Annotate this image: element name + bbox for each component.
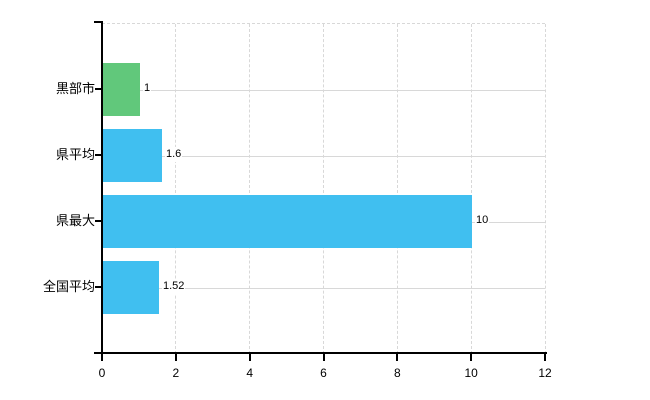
bar-value-label: 1.52 bbox=[162, 279, 186, 294]
category-label: 黒部市 bbox=[55, 81, 95, 96]
x-axis-tick bbox=[174, 354, 177, 361]
horizontal-gridline bbox=[102, 155, 545, 157]
x-axis-tick bbox=[322, 354, 325, 361]
horizontal-gridline bbox=[102, 89, 545, 91]
vertical-gridline bbox=[396, 24, 398, 354]
x-axis-tick bbox=[248, 354, 251, 361]
category-tick bbox=[95, 88, 102, 90]
category-label: 県最大 bbox=[55, 213, 95, 228]
vertical-gridline bbox=[544, 24, 546, 354]
bar-value-label: 10 bbox=[475, 213, 490, 228]
category-label: 県平均 bbox=[55, 147, 95, 162]
x-axis-tick-label: 12 bbox=[538, 366, 552, 380]
vertical-gridline bbox=[175, 24, 177, 354]
y-axis-top-tick bbox=[94, 21, 102, 23]
bar bbox=[103, 128, 162, 182]
bar bbox=[103, 260, 159, 314]
x-axis-line bbox=[94, 352, 547, 354]
vertical-gridline bbox=[249, 24, 251, 354]
category-label: 全国平均 bbox=[42, 279, 95, 294]
bar-value-label: 1 bbox=[143, 81, 152, 96]
x-axis-tick-label: 2 bbox=[172, 366, 180, 380]
category-tick bbox=[95, 154, 102, 156]
horizontal-gridline bbox=[102, 287, 545, 289]
bar bbox=[103, 62, 140, 116]
category-tick bbox=[95, 220, 102, 222]
x-axis-tick-label: 0 bbox=[98, 366, 106, 380]
vertical-gridline bbox=[470, 24, 472, 354]
x-axis-tick bbox=[396, 354, 399, 361]
bar-value-label: 1.6 bbox=[165, 147, 183, 162]
vertical-gridline bbox=[323, 24, 324, 354]
x-axis-tick bbox=[101, 354, 103, 361]
x-axis-tick bbox=[470, 354, 473, 361]
category-tick bbox=[95, 286, 102, 288]
x-axis-tick-label: 8 bbox=[393, 366, 401, 380]
bar bbox=[103, 194, 472, 248]
x-axis-tick-label: 6 bbox=[320, 366, 327, 380]
plot-area bbox=[102, 23, 546, 354]
x-axis-tick-label: 4 bbox=[246, 366, 253, 380]
y-axis-line bbox=[101, 21, 103, 353]
x-axis-tick bbox=[544, 354, 546, 361]
x-axis-tick-label: 10 bbox=[464, 366, 478, 380]
